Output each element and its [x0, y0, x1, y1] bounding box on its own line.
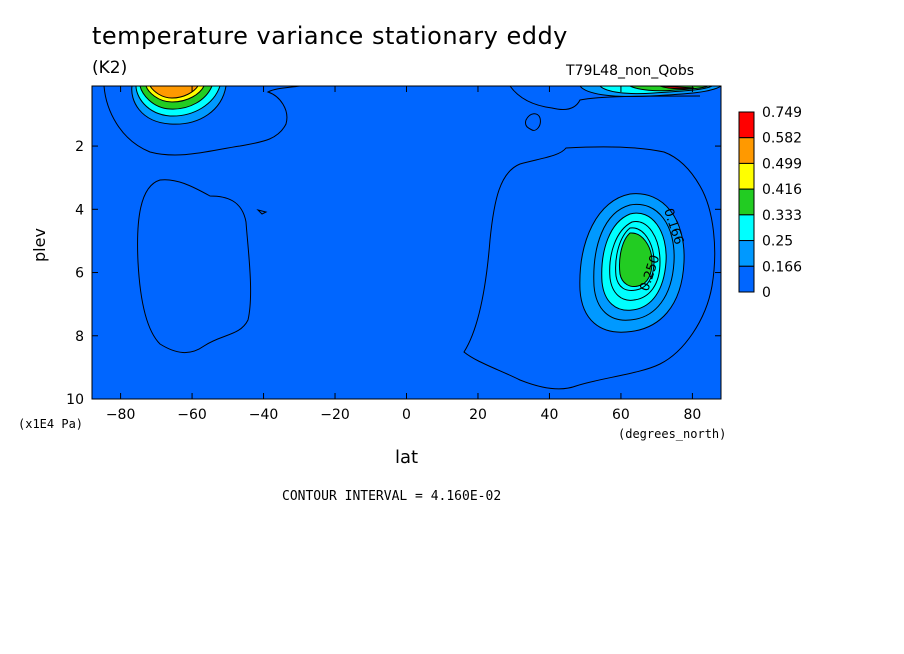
y-tick-label: 6 — [75, 266, 84, 282]
colorbar-label: 0.166 — [762, 259, 802, 275]
colorbar-label: 0.25 — [762, 234, 793, 250]
y-tick-label: 8 — [75, 329, 84, 345]
colorbar-swatch — [738, 265, 755, 293]
x-tick-label: 60 — [612, 407, 630, 423]
colorbar: 0.749 0.582 0.499 0.416 0.333 0.25 0.166 0 — [738, 105, 802, 301]
southern-maximum — [131, 86, 227, 125]
x-tick-label: 80 — [683, 407, 701, 423]
contour-lines — [103, 86, 716, 390]
x-tick-label: −60 — [177, 407, 207, 423]
y-axis: 2 4 6 8 10 — [66, 139, 721, 408]
x-tick-label: 40 — [541, 407, 559, 423]
contour-fills — [103, 86, 721, 390]
colorbar-label: 0.333 — [762, 208, 802, 224]
x-tick-label: −80 — [106, 407, 136, 423]
y-tick-label: 2 — [75, 139, 84, 155]
x-tick-label: −40 — [249, 407, 279, 423]
x-tick-label: −20 — [320, 407, 350, 423]
y-tick-label: 4 — [75, 202, 84, 218]
y-axis-unit: (x1E4 Pa) — [18, 417, 84, 431]
northern-mid-maximum — [579, 193, 685, 333]
x-axis: −80 −60 −40 −20 0 20 40 60 80 — [106, 86, 701, 423]
colorbar-label: 0.749 — [762, 105, 802, 121]
dataset-name: T79L48_non_Qobs — [566, 63, 695, 79]
colorbar-swatch — [738, 162, 755, 190]
colorbar-swatch — [738, 188, 755, 216]
x-axis-unit: (degrees_north) — [618, 427, 727, 441]
x-tick-label: 20 — [469, 407, 487, 423]
colorbar-label: 0 — [762, 285, 771, 301]
colorbar-swatch — [738, 137, 755, 164]
colorbar-label: 0.499 — [762, 156, 802, 172]
chart-units: (K2) — [92, 58, 128, 78]
colorbar-label: 0.416 — [762, 182, 802, 198]
northern-upper-maximum — [579, 86, 721, 97]
x-axis-label: lat — [395, 447, 419, 468]
colorbar-label: 0.582 — [762, 131, 802, 147]
contour-interval-note: CONTOUR INTERVAL = 4.160E-02 — [282, 489, 502, 504]
chart-title: temperature variance stationary eddy — [92, 22, 568, 50]
x-tick-label: 0 — [402, 407, 411, 423]
colorbar-swatch — [738, 240, 755, 267]
colorbar-swatch — [738, 214, 755, 242]
colorbar-swatch — [738, 111, 755, 139]
y-tick-label: 10 — [66, 392, 84, 408]
